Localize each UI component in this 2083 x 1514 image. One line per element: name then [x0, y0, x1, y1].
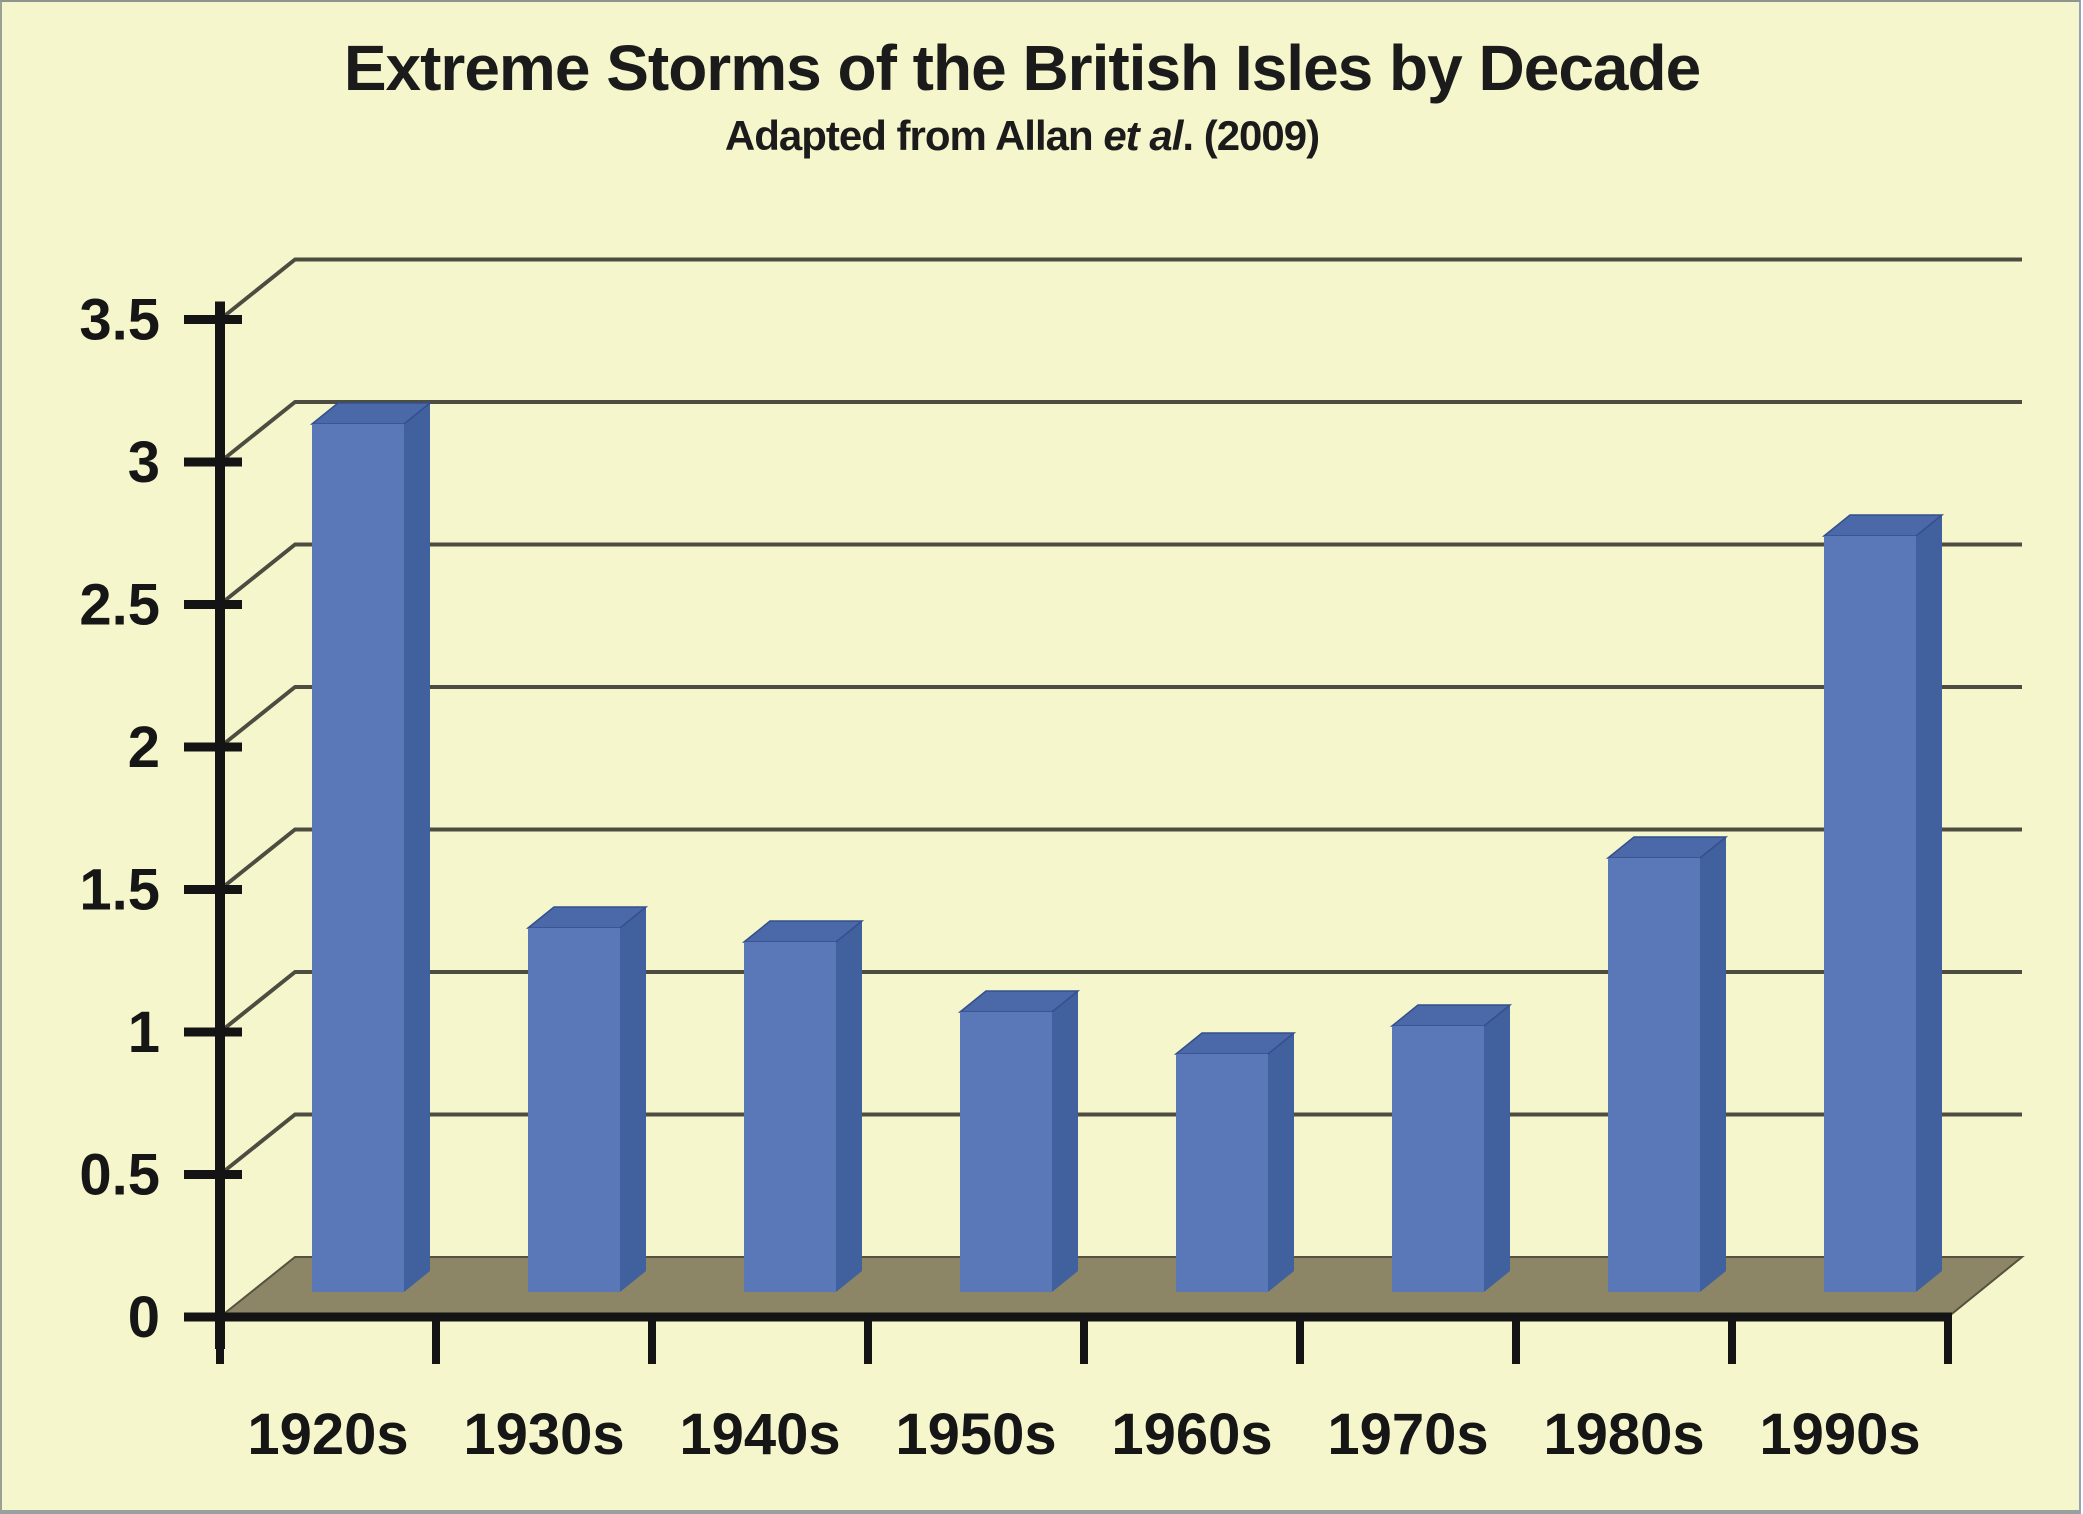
bar-side-face	[620, 907, 646, 1292]
gridline	[218, 400, 2022, 464]
axes	[184, 301, 1952, 1364]
y-tick-label: 2.5	[79, 573, 160, 638]
chart-subtitle-suffix: . (2009)	[1182, 112, 1319, 159]
bar-front-face	[528, 928, 620, 1292]
gridline	[218, 257, 2022, 322]
bar-1920s	[309, 402, 433, 1292]
floor-surface	[217, 1256, 2025, 1318]
bar-front-face	[312, 424, 404, 1292]
gridline	[218, 1112, 2022, 1177]
bar-1940s	[741, 920, 865, 1292]
chart-title: Extreme Storms of the British Isles by D…	[344, 32, 1700, 104]
chart-floor	[217, 1256, 2025, 1318]
bar-front-face	[1608, 858, 1700, 1292]
bar-1990s	[1821, 514, 1945, 1292]
y-tick-label: 1	[128, 1000, 160, 1065]
x-category-label: 1950s	[895, 1402, 1056, 1467]
x-category-label: 1920s	[247, 1402, 408, 1467]
bar-front-face	[1824, 536, 1916, 1292]
y-tick-label: 2	[128, 715, 160, 780]
x-category-label: 1970s	[1327, 1402, 1488, 1467]
y-tick-label: 0	[128, 1285, 160, 1350]
x-category-label: 1940s	[679, 1402, 840, 1467]
bar-front-face	[744, 942, 836, 1292]
bar-side-face	[1484, 1005, 1510, 1292]
gridline	[218, 827, 2022, 892]
chart-subtitle-italic: et al	[1103, 112, 1184, 159]
gridline	[218, 685, 2022, 749]
y-tick-label: 3	[128, 430, 160, 495]
bar-front-face	[960, 1012, 1052, 1292]
chart-subtitle-prefix: Adapted from Allan	[725, 112, 1103, 159]
y-tick-label: 3.5	[79, 288, 160, 353]
bar-side-face	[1700, 837, 1726, 1292]
bar-front-face	[1176, 1054, 1268, 1292]
bar-side-face	[1916, 515, 1942, 1292]
gridline	[218, 542, 2022, 607]
x-category-label: 1930s	[463, 1402, 624, 1467]
bar-side-face	[1052, 991, 1078, 1292]
bar-1960s	[1173, 1032, 1297, 1292]
gridline	[218, 970, 2022, 1034]
bar-1930s	[525, 906, 649, 1292]
bar-1980s	[1605, 836, 1729, 1292]
y-tick-label: 1.5	[79, 858, 160, 923]
bar-1970s	[1389, 1004, 1513, 1292]
x-category-label: 1980s	[1543, 1402, 1704, 1467]
y-axis-tick-labels: 0 0.5 1 1.5 2 2.5 3 3.5	[79, 288, 160, 1351]
bar-1950s	[957, 990, 1081, 1292]
gridlines	[218, 257, 2022, 1177]
y-tick-label: 0.5	[79, 1143, 160, 1208]
bars	[309, 402, 1945, 1292]
x-category-label: 1990s	[1759, 1402, 1920, 1467]
bar-side-face	[404, 403, 430, 1292]
x-category-label: 1960s	[1111, 1402, 1272, 1467]
bar-side-face	[1268, 1033, 1294, 1292]
chart-subtitle: Adapted from Allan et al. (2009)	[725, 112, 1319, 159]
bar-front-face	[1392, 1026, 1484, 1292]
bar-side-face	[836, 921, 862, 1292]
x-axis-category-labels: 1920s 1930s 1940s 1950s 1960s 1970s 1980s 1990s	[247, 1402, 1920, 1467]
